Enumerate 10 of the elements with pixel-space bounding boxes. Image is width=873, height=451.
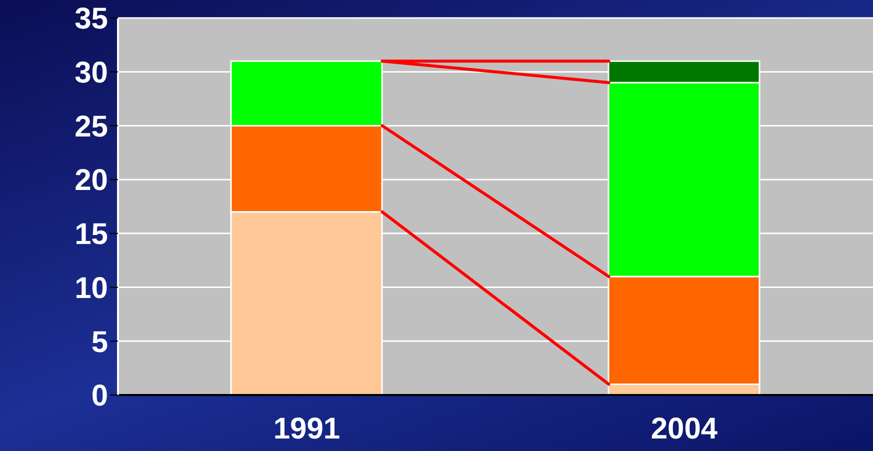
y-tick-label: 20: [74, 164, 108, 198]
y-tick-label: 0: [91, 380, 108, 413]
y-tick-label: 30: [74, 56, 108, 90]
y-tick-label: 35: [74, 2, 108, 36]
x-tick-label: 1991: [273, 412, 340, 446]
x-tick-label: 2004: [650, 412, 718, 446]
y-tick-label: 5: [91, 326, 108, 359]
y-tick-label: 15: [74, 218, 108, 252]
y-tick-label: 25: [74, 110, 108, 144]
y-tick-label: 10: [74, 272, 108, 305]
